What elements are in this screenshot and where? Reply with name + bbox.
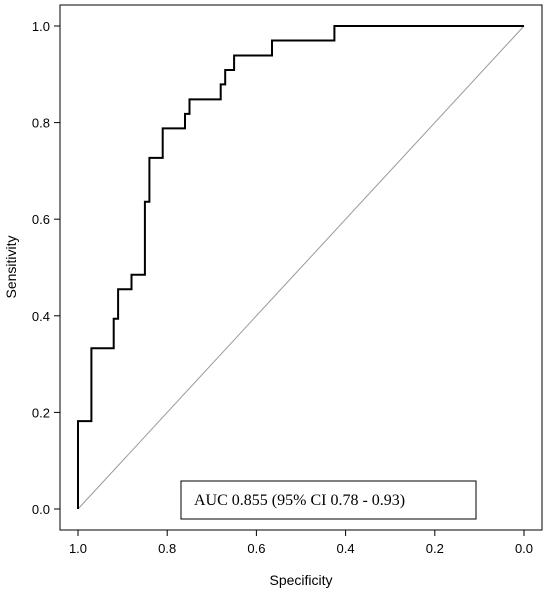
x-tick-label: 0.0 xyxy=(515,541,533,556)
y-tick-label: 0.0 xyxy=(32,502,50,517)
x-tick-label: 0.6 xyxy=(247,541,265,556)
reference-diagonal-line xyxy=(77,25,525,510)
ticks-layer: 1.0 0.8 0.6 0.4 0.2 0.0 0.0 0.2 0.4 0.6 0.8 1.0 xyxy=(32,19,533,556)
series-layer xyxy=(77,25,525,510)
y-tick-label: 0.8 xyxy=(32,116,50,131)
roc-curve-line xyxy=(77,25,524,509)
y-tick-label: 1.0 xyxy=(32,19,50,34)
auc-annotation-box xyxy=(180,480,477,520)
y-tick-label: 0.4 xyxy=(32,309,50,324)
x-tick-label: 1.0 xyxy=(69,541,87,556)
y-tick-label: 0.6 xyxy=(32,212,50,227)
auc-annotation-text: AUC 0.855 (95% CI 0.78 - 0.93) xyxy=(194,492,405,509)
x-axis-title: Specificity xyxy=(269,572,332,588)
y-tick-label: 0.2 xyxy=(32,405,50,420)
x-tick-label: 0.4 xyxy=(337,541,355,556)
auc-annotation: AUC 0.855 (95% CI 0.78 - 0.93) xyxy=(180,480,477,520)
y-axis-title: Sensitivity xyxy=(3,235,19,298)
x-tick-label: 0.2 xyxy=(426,541,444,556)
x-tick-label: 0.8 xyxy=(158,541,176,556)
